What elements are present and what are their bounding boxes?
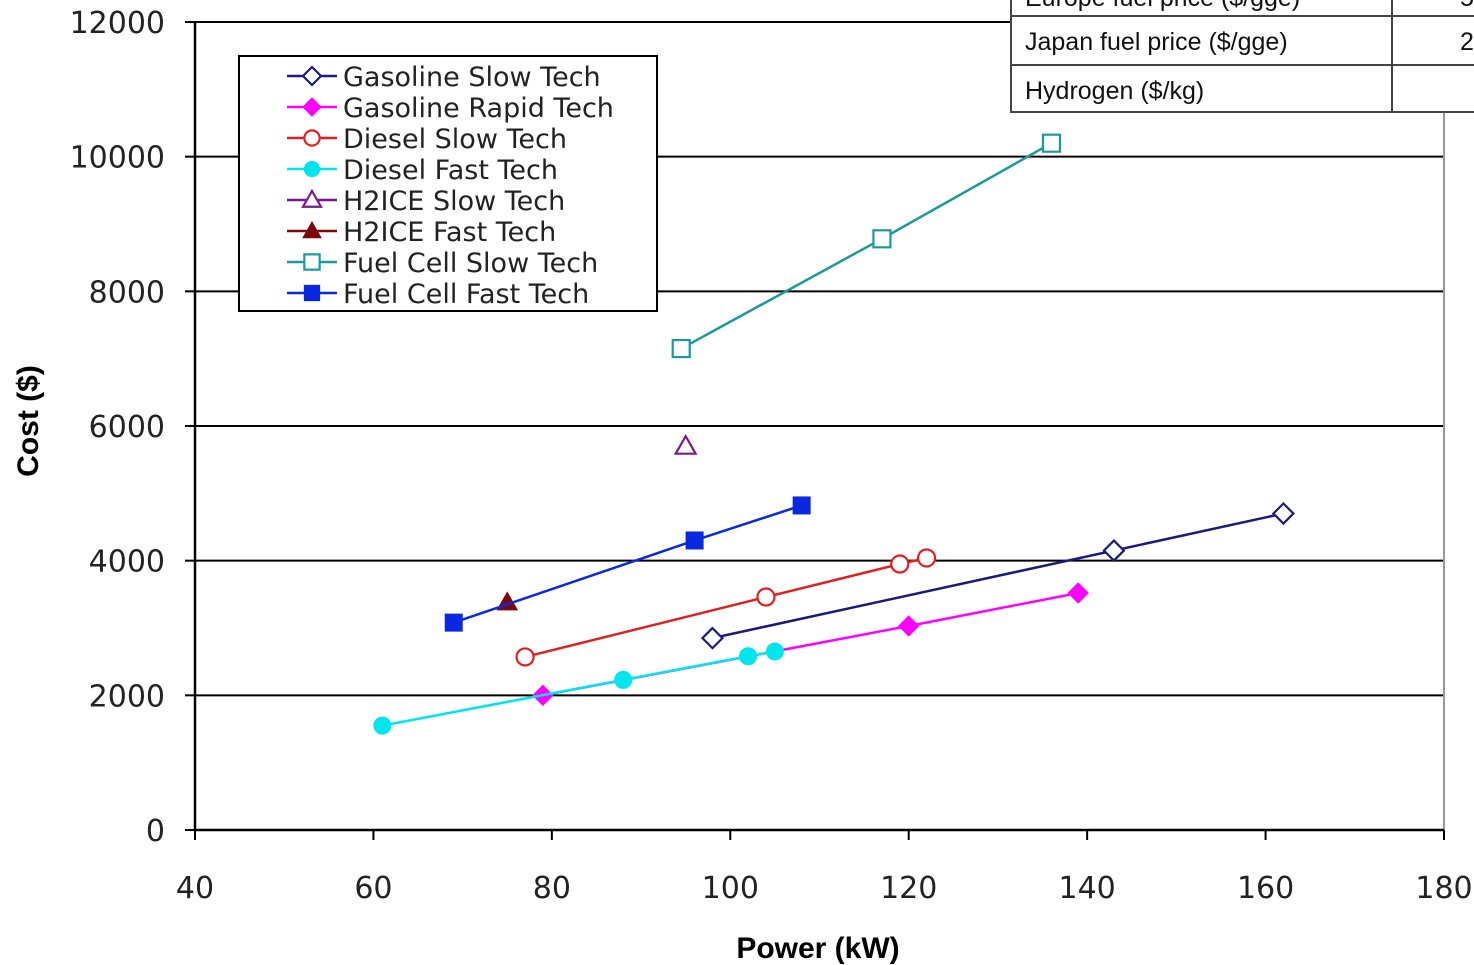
legend-marker: [303, 160, 321, 178]
x-tick-label: 120: [880, 871, 937, 906]
series-0: [700, 501, 1295, 650]
fuel-table-row-value: 5: [1460, 0, 1474, 12]
legend-marker: [301, 65, 323, 87]
data-point: [792, 496, 811, 515]
series-line: [453, 504, 803, 624]
series-4: [673, 433, 698, 455]
series-line: [680, 142, 1053, 350]
series-line: [382, 650, 776, 727]
fuel-table-row-label: Japan fuel price ($/gge): [1025, 28, 1288, 56]
y-tick-label: 12000: [70, 6, 165, 41]
data-point: [756, 587, 776, 607]
fuel-table-box: [1010, 0, 1474, 113]
x-axis-title: Power (kW): [736, 932, 899, 965]
y-tick-label: 0: [146, 814, 165, 849]
data-point: [685, 531, 704, 550]
series-1: [532, 582, 1089, 707]
series-layer: [373, 133, 1295, 735]
legend-item: H2ICE Slow Tech: [287, 186, 565, 217]
y-tick-label: 4000: [89, 545, 165, 580]
data-point: [614, 670, 633, 689]
legend-marker: [302, 97, 322, 117]
y-axis-ticks: 0 2000 4000 6000 8000 10000 12000: [70, 6, 195, 849]
y-tick-label: 2000: [89, 679, 165, 714]
data-point: [1271, 501, 1295, 526]
fuel-table-row-label: Europe fuel price ($/gge): [1025, 0, 1300, 12]
legend-item: Fuel Cell Slow Tech: [287, 248, 598, 279]
legend-label: Diesel Slow Tech: [343, 124, 567, 155]
legend-marker: [303, 284, 321, 302]
data-point: [700, 626, 724, 650]
legend-marker: [301, 188, 323, 208]
x-axis-ticks: 40 60 80 100 120 140 160 180: [176, 830, 1473, 906]
x-tick-label: 160: [1237, 871, 1294, 906]
fuel-table-row-value: 2: [1460, 28, 1474, 56]
data-point: [1041, 133, 1062, 153]
series-line: [524, 556, 927, 659]
data-point: [373, 716, 392, 735]
data-point: [1067, 582, 1089, 604]
series-7: [444, 496, 811, 632]
legend-label: Gasoline Rapid Tech: [343, 93, 614, 124]
legend-item: Gasoline Slow Tech: [287, 62, 601, 93]
x-tick-label: 100: [702, 871, 759, 906]
legend-label: H2ICE Fast Tech: [343, 217, 556, 248]
legend-label: Fuel Cell Slow Tech: [343, 248, 598, 279]
series-line: [712, 512, 1284, 640]
data-point: [916, 548, 937, 568]
data-point: [872, 229, 892, 249]
data-point: [1102, 539, 1126, 563]
legend-item: Fuel Cell Fast Tech: [287, 279, 589, 310]
legend-item: Gasoline Rapid Tech: [287, 93, 614, 124]
legend-item: H2ICE Fast Tech: [287, 217, 556, 248]
x-tick-label: 80: [533, 871, 571, 906]
data-point: [765, 642, 784, 661]
legend-label: Fuel Cell Fast Tech: [343, 279, 589, 310]
legend-label: Diesel Fast Tech: [343, 155, 558, 186]
legend-marker: [303, 129, 321, 147]
series-2: [515, 548, 937, 667]
legend-label: Gasoline Slow Tech: [343, 62, 601, 93]
data-point: [515, 647, 535, 667]
fuel-price-table: Europe fuel price ($/gge) 5 Japan fuel p…: [1010, 0, 1474, 113]
data-point: [739, 647, 758, 666]
data-point: [898, 615, 920, 637]
y-tick-label: 6000: [89, 410, 165, 445]
x-tick-label: 180: [1415, 871, 1472, 906]
data-point: [444, 613, 463, 632]
x-tick-label: 140: [1059, 871, 1116, 906]
y-tick-label: 10000: [70, 141, 165, 176]
series-3: [373, 642, 784, 735]
legend-marker: [303, 253, 321, 271]
data-point: [671, 338, 691, 359]
data-point: [890, 554, 910, 574]
legend-item: Diesel Fast Tech: [287, 155, 558, 186]
data-point: [673, 433, 698, 455]
legend-item: Diesel Slow Tech: [287, 124, 567, 155]
legend-label: H2ICE Slow Tech: [343, 186, 565, 217]
x-tick-label: 40: [176, 871, 214, 906]
x-tick-label: 60: [354, 871, 392, 906]
y-tick-label: 8000: [89, 275, 165, 310]
series-6: [671, 133, 1062, 359]
fuel-table-row-label: Hydrogen ($/kg): [1025, 77, 1204, 105]
legend-marker: [302, 220, 322, 239]
y-axis-title: Cost ($): [12, 365, 45, 477]
